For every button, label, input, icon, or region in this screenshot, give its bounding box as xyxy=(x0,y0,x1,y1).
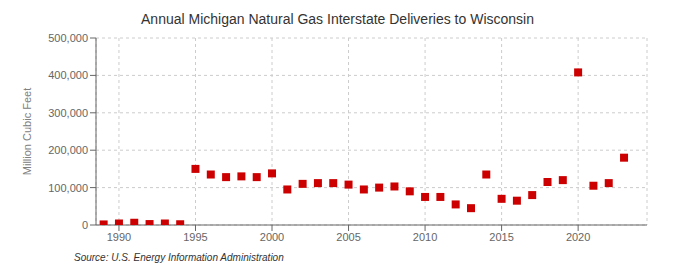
svg-text:2020: 2020 xyxy=(566,231,590,243)
svg-text:1995: 1995 xyxy=(183,231,207,243)
svg-text:1990: 1990 xyxy=(107,231,131,243)
svg-text:200,000: 200,000 xyxy=(48,144,88,156)
svg-text:500,000: 500,000 xyxy=(48,32,88,44)
svg-text:2015: 2015 xyxy=(489,231,513,243)
svg-text:0: 0 xyxy=(82,219,88,231)
html-text:Annual Michigan Natural Gas In: Annual Michigan Natural Gas Interstate D… xyxy=(141,11,534,27)
svg-text:Million Cubic Feet: Million Cubic Feet xyxy=(21,88,33,175)
svg-text:300,000: 300,000 xyxy=(48,107,88,119)
html-text:Source: U.S. Energy Informatio: Source: U.S. Energy Information Administ… xyxy=(74,252,284,263)
svg-text:100,000: 100,000 xyxy=(48,182,88,194)
svg-text:2005: 2005 xyxy=(336,231,360,243)
svg-text:2000: 2000 xyxy=(260,231,284,243)
svg-text:400,000: 400,000 xyxy=(48,69,88,81)
svg-text:2010: 2010 xyxy=(413,231,437,243)
